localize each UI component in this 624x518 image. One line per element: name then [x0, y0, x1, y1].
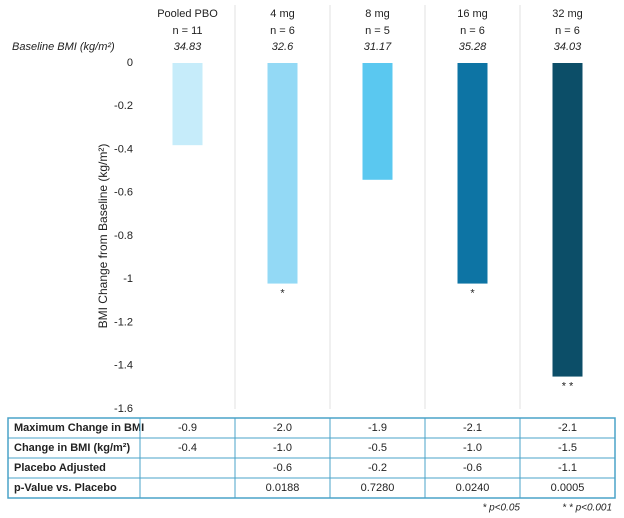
category-label: 4 mg: [270, 8, 294, 20]
table-cell: -0.9: [178, 422, 197, 434]
n-label: n = 5: [365, 25, 390, 37]
y-tick-label: -0.4: [114, 143, 133, 155]
baseline-value: 32.6: [272, 41, 294, 53]
category-label: 16 mg: [457, 8, 488, 20]
table-cell: 0.0188: [266, 482, 300, 494]
table-row-label: Placebo Adjusted: [14, 462, 106, 474]
significance-marker: *: [470, 287, 475, 299]
baseline-value: 31.17: [364, 41, 392, 53]
bar: [457, 63, 488, 284]
table-cell: -0.2: [368, 462, 387, 474]
table-cell: -1.1: [558, 462, 577, 474]
table-cell: -1.5: [558, 442, 577, 454]
bar: [267, 63, 298, 284]
table-cell: -1.9: [368, 422, 387, 434]
bar: [362, 63, 393, 180]
y-tick-label: -1: [123, 273, 133, 285]
table-cell: -2.1: [463, 422, 482, 434]
table-cell: -2.1: [558, 422, 577, 434]
y-axis-label: BMI Change from Baseline (kg/m²): [96, 144, 110, 329]
table-cell: -2.0: [273, 422, 292, 434]
baseline-value: 35.28: [459, 41, 487, 53]
footnote: * p<0.05: [482, 503, 520, 514]
table-cell: -0.4: [178, 442, 197, 454]
table-cell: -0.6: [463, 462, 482, 474]
baseline-label: Baseline BMI (kg/m²): [12, 41, 115, 53]
y-tick-label: -0.6: [114, 187, 133, 199]
y-tick-label: -0.2: [114, 100, 133, 112]
n-label: n = 6: [460, 25, 485, 37]
table-row-label: Maximum Change in BMI: [14, 422, 144, 434]
n-label: n = 11: [172, 25, 202, 37]
category-label: Pooled PBO: [157, 8, 218, 20]
n-label: n = 6: [555, 25, 580, 37]
table-cell: -0.6: [273, 462, 292, 474]
y-tick-label: -1.6: [114, 403, 133, 415]
table-cell: 0.0240: [456, 482, 490, 494]
significance-marker: *: [280, 287, 285, 299]
table-row-label: Change in BMI (kg/m²): [14, 442, 130, 454]
y-tick-label: 0: [127, 57, 133, 69]
y-tick-label: -0.8: [114, 230, 133, 242]
y-tick-label: -1.4: [114, 360, 133, 372]
y-tick-label: -1.2: [114, 316, 133, 328]
bar: [172, 63, 203, 146]
table-cell: 0.0005: [551, 482, 585, 494]
table-cell: -1.0: [273, 442, 292, 454]
n-label: n = 6: [270, 25, 295, 37]
category-label: 8 mg: [365, 8, 389, 20]
baseline-value: 34.03: [554, 41, 582, 53]
table-row-label: p-Value vs. Placebo: [14, 482, 117, 494]
category-label: 32 mg: [552, 8, 583, 20]
bar: [552, 63, 583, 377]
table-cell: -1.0: [463, 442, 482, 454]
table-cell: 0.7280: [361, 482, 395, 494]
table-cell: -0.5: [368, 442, 387, 454]
footnote: * * p<0.001: [562, 503, 612, 514]
baseline-value: 34.83: [174, 41, 202, 53]
significance-marker: * *: [562, 380, 574, 392]
